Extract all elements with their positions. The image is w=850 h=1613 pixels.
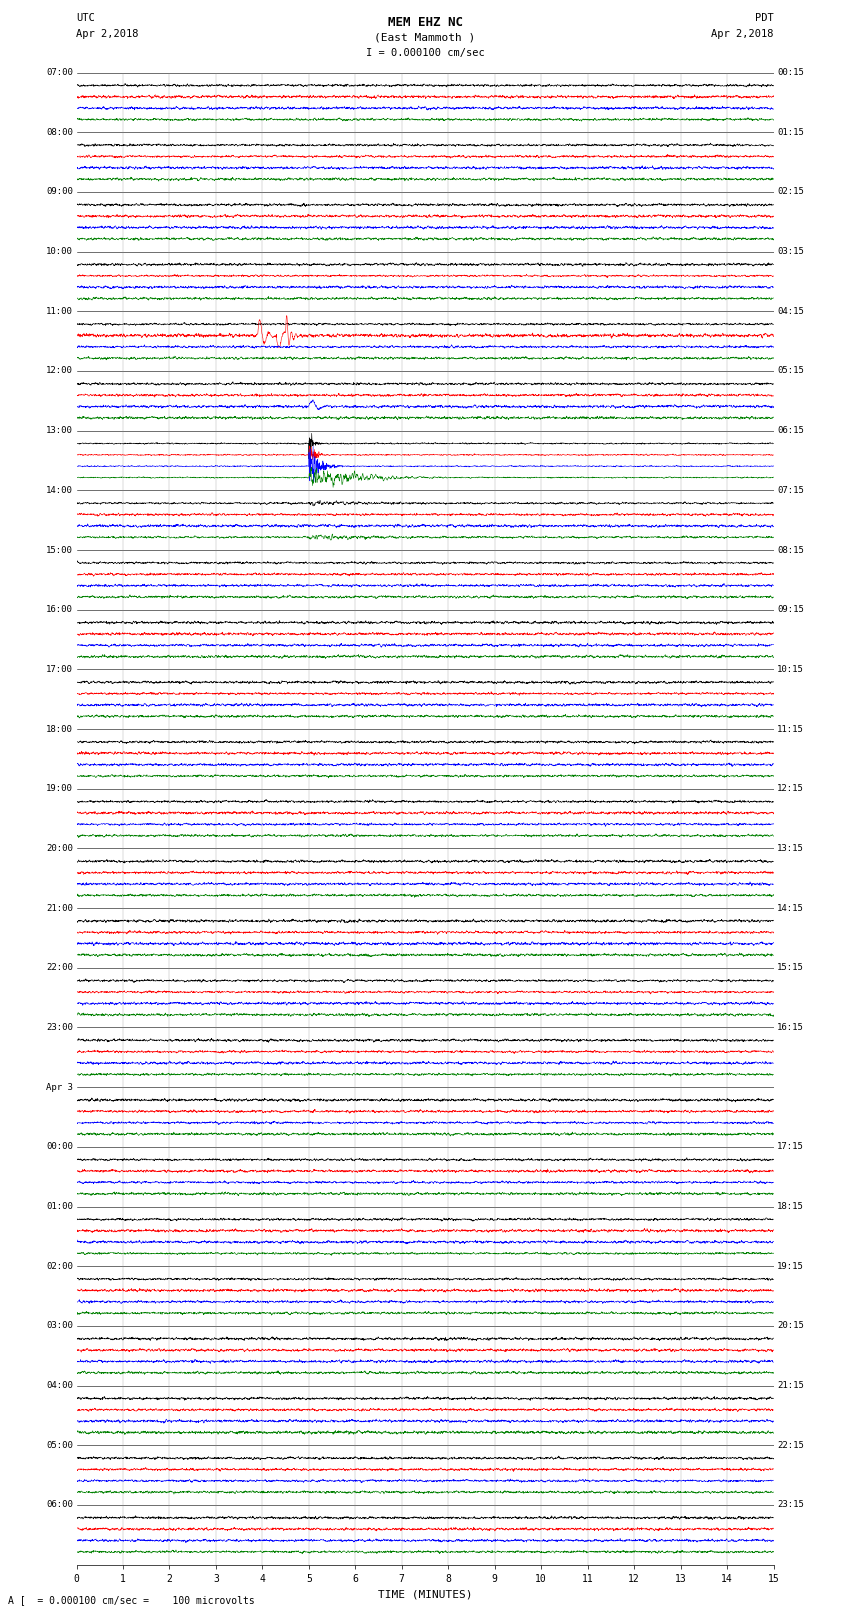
Text: 20:15: 20:15 — [777, 1321, 804, 1331]
Text: 11:00: 11:00 — [46, 306, 73, 316]
Text: 08:15: 08:15 — [777, 545, 804, 555]
Text: 08:00: 08:00 — [46, 127, 73, 137]
Text: 22:00: 22:00 — [46, 963, 73, 973]
Text: 16:00: 16:00 — [46, 605, 73, 615]
Text: 15:15: 15:15 — [777, 963, 804, 973]
Text: 02:00: 02:00 — [46, 1261, 73, 1271]
Text: 00:15: 00:15 — [777, 68, 804, 77]
Text: 19:15: 19:15 — [777, 1261, 804, 1271]
Text: 04:00: 04:00 — [46, 1381, 73, 1390]
Text: 12:00: 12:00 — [46, 366, 73, 376]
Text: MEM EHZ NC: MEM EHZ NC — [388, 16, 462, 29]
Text: 17:00: 17:00 — [46, 665, 73, 674]
Text: 22:15: 22:15 — [777, 1440, 804, 1450]
Text: 21:00: 21:00 — [46, 903, 73, 913]
Text: UTC: UTC — [76, 13, 95, 23]
Text: 01:00: 01:00 — [46, 1202, 73, 1211]
Text: 03:00: 03:00 — [46, 1321, 73, 1331]
Text: 13:00: 13:00 — [46, 426, 73, 436]
Text: I = 0.000100 cm/sec: I = 0.000100 cm/sec — [366, 48, 484, 58]
Text: Apr 3: Apr 3 — [46, 1082, 73, 1092]
Text: 07:15: 07:15 — [777, 486, 804, 495]
Text: 02:15: 02:15 — [777, 187, 804, 197]
Text: 03:15: 03:15 — [777, 247, 804, 256]
Text: 18:00: 18:00 — [46, 724, 73, 734]
Text: 20:00: 20:00 — [46, 844, 73, 853]
Text: 05:15: 05:15 — [777, 366, 804, 376]
Text: 01:15: 01:15 — [777, 127, 804, 137]
Text: 10:00: 10:00 — [46, 247, 73, 256]
Text: 23:15: 23:15 — [777, 1500, 804, 1510]
Text: A [  = 0.000100 cm/sec =    100 microvolts: A [ = 0.000100 cm/sec = 100 microvolts — [8, 1595, 255, 1605]
Text: 06:00: 06:00 — [46, 1500, 73, 1510]
Text: 04:15: 04:15 — [777, 306, 804, 316]
Text: Apr 2,2018: Apr 2,2018 — [76, 29, 139, 39]
Text: 17:15: 17:15 — [777, 1142, 804, 1152]
Text: 19:00: 19:00 — [46, 784, 73, 794]
Text: 14:00: 14:00 — [46, 486, 73, 495]
Text: 15:00: 15:00 — [46, 545, 73, 555]
Text: PDT: PDT — [755, 13, 774, 23]
Text: 00:00: 00:00 — [46, 1142, 73, 1152]
Text: 05:00: 05:00 — [46, 1440, 73, 1450]
Text: 21:15: 21:15 — [777, 1381, 804, 1390]
Text: 18:15: 18:15 — [777, 1202, 804, 1211]
Text: 06:15: 06:15 — [777, 426, 804, 436]
Text: 16:15: 16:15 — [777, 1023, 804, 1032]
Text: 09:00: 09:00 — [46, 187, 73, 197]
Text: 09:15: 09:15 — [777, 605, 804, 615]
Text: 14:15: 14:15 — [777, 903, 804, 913]
Text: Apr 2,2018: Apr 2,2018 — [711, 29, 774, 39]
Text: 10:15: 10:15 — [777, 665, 804, 674]
Text: 23:00: 23:00 — [46, 1023, 73, 1032]
Text: 13:15: 13:15 — [777, 844, 804, 853]
Text: 11:15: 11:15 — [777, 724, 804, 734]
Text: 07:00: 07:00 — [46, 68, 73, 77]
Text: 12:15: 12:15 — [777, 784, 804, 794]
Text: (East Mammoth ): (East Mammoth ) — [374, 32, 476, 42]
X-axis label: TIME (MINUTES): TIME (MINUTES) — [377, 1589, 473, 1598]
